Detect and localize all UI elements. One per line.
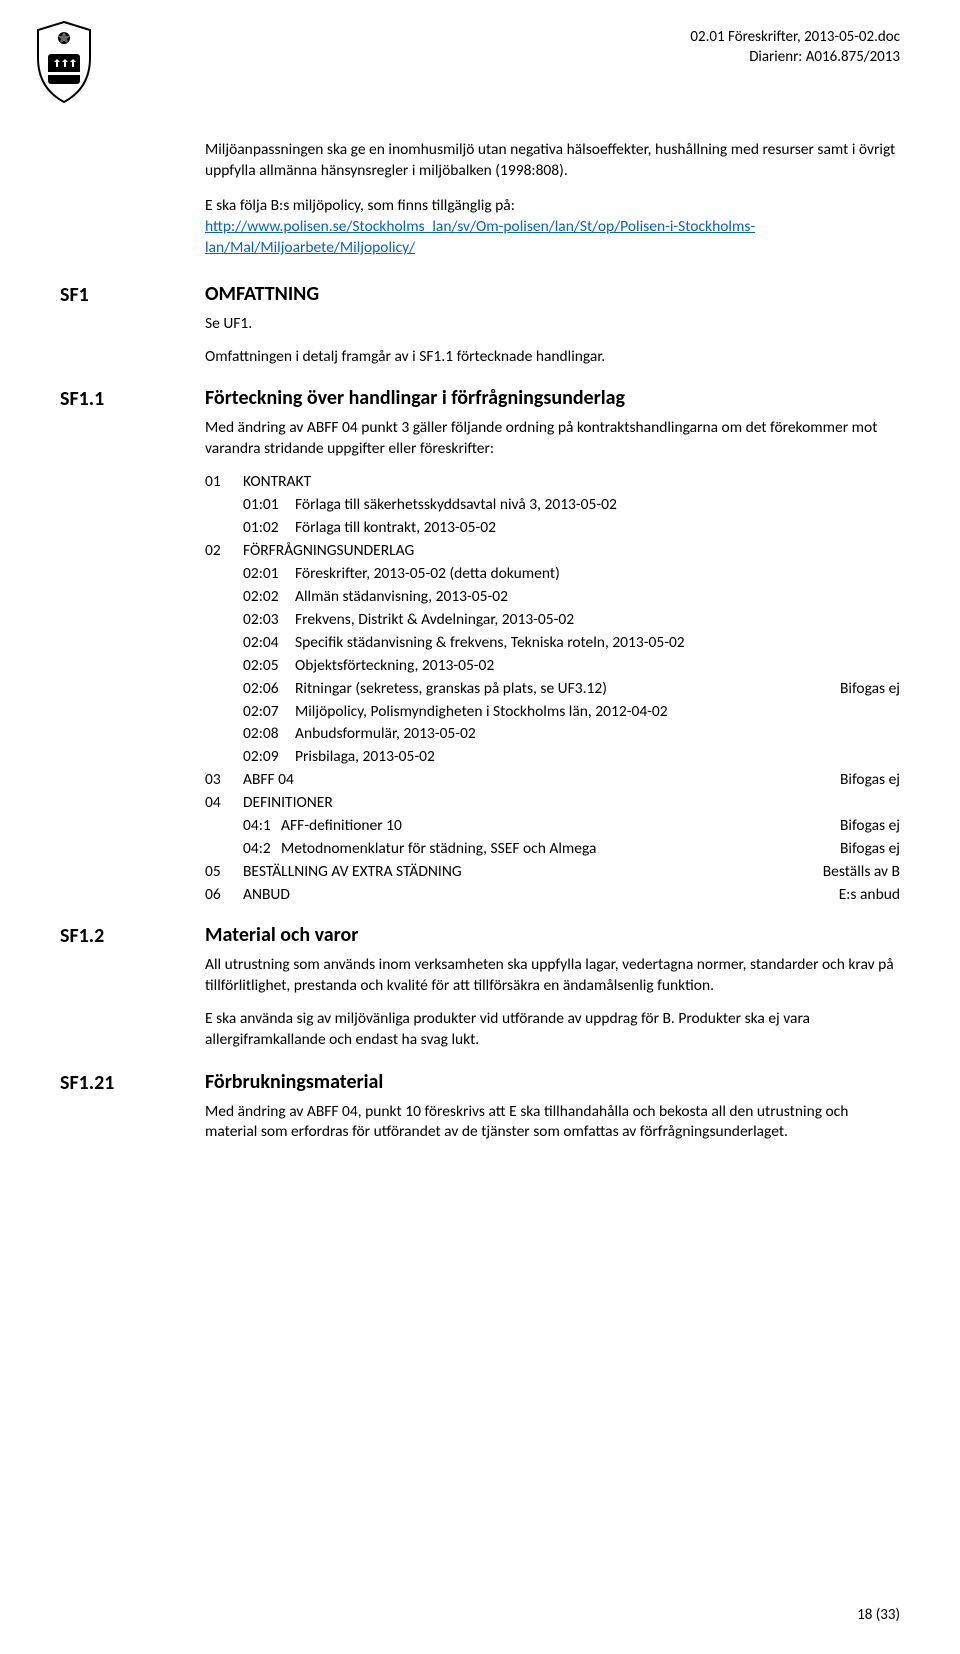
item-label: BESTÄLLNING AV EXTRA STÄDNING	[243, 862, 813, 883]
sf1-2-heading: Material och varor	[205, 922, 900, 949]
sf1-label: SF1	[60, 281, 205, 380]
doc-title: 02.01 Föreskrifter, 2013-05-02.doc	[690, 28, 900, 48]
page-content: Miljöanpassningen ska ge en inomhusmiljö…	[60, 140, 900, 1155]
item-number: 02:09	[243, 747, 295, 768]
intro-p2: E ska följa B:s miljöpolicy, som finns t…	[205, 196, 900, 259]
list-item: 03ABFF 04 Bifogas ej	[205, 770, 900, 791]
item-suffix: Bifogas ej	[840, 839, 900, 860]
item-label: Frekvens, Distrikt & Avdelningar, 2013-0…	[295, 610, 900, 631]
list-item: 01:02Förlaga till kontrakt, 2013-05-02	[205, 518, 900, 539]
miljopolicy-link[interactable]: http://www.polisen.se/Stockholms_lan/sv/…	[205, 217, 755, 257]
item-number: 01:01	[243, 495, 295, 516]
list-item: 06ANBUD E:s anbud	[205, 885, 900, 906]
item-label: DEFINITIONER	[243, 793, 900, 814]
item-suffix: Bifogas ej	[840, 679, 900, 700]
item-label: Specifik städanvisning & frekvens, Tekni…	[295, 633, 900, 654]
sf1-1-label: SF1.1	[60, 385, 205, 915]
section-sf1: SF1 OMFATTNING Se UF1. Omfattningen i de…	[60, 281, 900, 380]
item-label: Miljöpolicy, Polismyndigheten i Stockhol…	[295, 702, 900, 723]
sf1-2-p2: E ska använda sig av miljövänliga produk…	[205, 1009, 900, 1051]
item-number: 05	[205, 862, 243, 883]
item-number: 06	[205, 885, 243, 906]
list-item: 02:05Objektsförteckning, 2013-05-02	[205, 656, 900, 677]
item-label: Föreskrifter, 2013-05-02 (detta dokument…	[295, 564, 900, 585]
intro-block: Miljöanpassningen ska ge en inomhusmiljö…	[205, 140, 900, 259]
list-item: 02:01Föreskrifter, 2013-05-02 (detta dok…	[205, 564, 900, 585]
list-item: 05BESTÄLLNING AV EXTRA STÄDNING Beställs …	[205, 862, 900, 883]
item-number: 04	[205, 793, 243, 814]
section-sf1-2: SF1.2 Material och varor All utrustning …	[60, 922, 900, 1063]
item-label: Allmän städanvisning, 2013-05-02	[295, 587, 900, 608]
item-label: Förlaga till säkerhetsskyddsavtal nivå 3…	[295, 495, 900, 516]
list-item: 02:02Allmän städanvisning, 2013-05-02	[205, 587, 900, 608]
doc-diarienr: Diarienr: A016.875/2013	[690, 48, 900, 68]
list-item: 02:03Frekvens, Distrikt & Avdelningar, 2…	[205, 610, 900, 631]
sf1-p2: Omfattningen i detalj framgår av i SF1.1…	[205, 347, 900, 368]
item-label: Anbudsformulär, 2013-05-02	[295, 724, 900, 745]
item-number: 02:01	[243, 564, 295, 585]
list-item: 02:07Miljöpolicy, Polismyndigheten i Sto…	[205, 702, 900, 723]
item-label: Objektsförteckning, 2013-05-02	[295, 656, 900, 677]
swedish-police-crest	[30, 20, 98, 104]
item-label: ANBUD	[243, 885, 829, 906]
item-label: KONTRAKT	[243, 472, 900, 493]
item-number: 02:06	[243, 679, 295, 700]
item-number: 04:2	[243, 839, 281, 860]
section-sf1-1: SF1.1 Förteckning över handlingar i förf…	[60, 385, 900, 915]
item-suffix: Bifogas ej	[840, 816, 900, 837]
sf1-1-heading: Förteckning över handlingar i förfrågnin…	[205, 385, 900, 412]
item-number: 01:02	[243, 518, 295, 539]
item-label: Metodnomenklatur för städning, SSEF och …	[281, 839, 830, 860]
item-label: Ritningar (sekretess, granskas på plats,…	[295, 679, 830, 700]
item-number: 02:07	[243, 702, 295, 723]
item-number: 02:08	[243, 724, 295, 745]
sf1-2-p1: All utrustning som används inom verksamh…	[205, 955, 900, 997]
sf1-1-p1: Med ändring av ABFF 04 punkt 3 gäller fö…	[205, 418, 900, 460]
item-number: 04:1	[243, 816, 281, 837]
list-item: 02FÖRFRÅGNINGSUNDERLAG	[205, 541, 900, 562]
intro-p1: Miljöanpassningen ska ge en inomhusmiljö…	[205, 140, 900, 182]
section-sf1-21: SF1.21 Förbrukningsmaterial Med ändring …	[60, 1069, 900, 1156]
list-item: 01KONTRAKT	[205, 472, 900, 493]
item-label: Förlaga till kontrakt, 2013-05-02	[295, 518, 900, 539]
list-item: 02:09Prisbilaga, 2013-05-02	[205, 747, 900, 768]
item-number: 02	[205, 541, 243, 562]
sf1-21-heading: Förbrukningsmaterial	[205, 1069, 900, 1096]
list-item: 02:06Ritningar (sekretess, granskas på p…	[205, 679, 900, 700]
item-number: 02:02	[243, 587, 295, 608]
item-number: 01	[205, 472, 243, 493]
item-suffix: Beställs av B	[823, 862, 900, 883]
sf1-2-label: SF1.2	[60, 922, 205, 1063]
item-label: Prisbilaga, 2013-05-02	[295, 747, 900, 768]
item-number: 02:05	[243, 656, 295, 677]
list-item: 01:01Förlaga till säkerhetsskyddsavtal n…	[205, 495, 900, 516]
item-number: 02:04	[243, 633, 295, 654]
item-label: AFF-definitioner 10	[281, 816, 830, 837]
list-item: 02:08Anbudsformulär, 2013-05-02	[205, 724, 900, 745]
sf1-21-p1: Med ändring av ABFF 04, punkt 10 föreskr…	[205, 1102, 900, 1144]
item-suffix: E:s anbud	[839, 885, 900, 906]
item-number: 03	[205, 770, 243, 791]
list-item: 04:2Metodnomenklatur för städning, SSEF …	[205, 839, 900, 860]
list-item: 04:1AFF-definitioner 10 Bifogas ej	[205, 816, 900, 837]
sf1-21-label: SF1.21	[60, 1069, 205, 1156]
sf1-heading: OMFATTNING	[205, 281, 900, 308]
list-item: 02:04Specifik städanvisning & frekvens, …	[205, 633, 900, 654]
item-label: FÖRFRÅGNINGSUNDERLAG	[243, 541, 900, 562]
page-number: 18 (33)	[857, 1606, 900, 1624]
item-label: ABFF 04	[243, 770, 830, 791]
header-meta: 02.01 Föreskrifter, 2013-05-02.doc Diari…	[690, 28, 900, 67]
item-number: 02:03	[243, 610, 295, 631]
document-list: 01KONTRAKT01:01Förlaga till säkerhetssky…	[205, 472, 900, 906]
list-item: 04DEFINITIONER	[205, 793, 900, 814]
sf1-p1: Se UF1.	[205, 314, 900, 335]
item-suffix: Bifogas ej	[840, 770, 900, 791]
